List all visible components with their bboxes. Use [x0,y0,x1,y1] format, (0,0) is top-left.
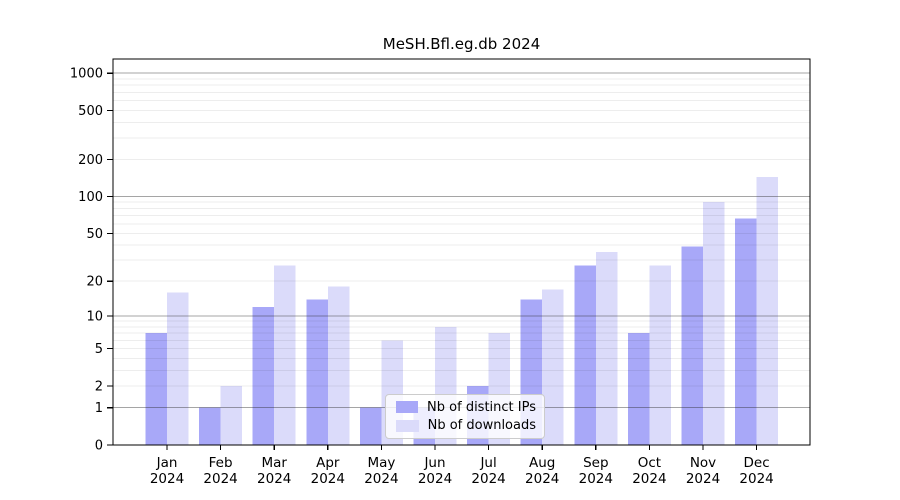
bar-downloads-oct [649,265,671,445]
bar-downloads-nov [703,202,725,445]
y-tick-label-10: 10 [86,309,103,324]
legend-swatch-distinct-ips [396,401,419,414]
chart-title: MeSH.Bfl.eg.db 2024 [382,35,541,53]
y-tick-label-1: 1 [95,401,103,416]
bar-distinct-ips-apr [306,299,328,445]
y-tick-label-5: 5 [95,342,103,357]
x-tick-label-month-feb: Feb [209,455,233,471]
legend: Nb of distinct IPs Nb of downloads [385,394,545,439]
y-tick-label-500: 500 [78,104,103,119]
legend-item-distinct-ips: Nb of distinct IPs [394,400,536,415]
bar-downloads-feb [220,385,243,445]
bar-downloads-dec [756,176,779,445]
y-tick-label-20: 20 [86,275,103,290]
bar-downloads-mar [274,265,296,445]
bar-downloads-sep [595,252,618,445]
bar-distinct-ips-jan [145,333,167,445]
bar-distinct-ips-feb [199,407,221,445]
x-tick-label-year-jul: 2024 [471,471,505,487]
x-tick-label-year-feb: 2024 [203,471,237,487]
x-tick-label-month-jun: Jun [423,455,445,471]
legend-label-distinct-ips: Nb of distinct IPs [427,399,536,415]
bar-distinct-ips-mar [252,306,275,445]
x-tick-label-month-jul: Jul [479,455,496,471]
y-tick-label-200: 200 [78,153,103,168]
bar-distinct-ips-nov [681,246,703,445]
x-tick-label-year-nov: 2024 [686,471,720,487]
x-tick-label-year-sep: 2024 [579,471,613,487]
y-tick-label-0: 0 [95,439,103,454]
bar-downloads-aug [542,289,564,445]
x-tick-label-month-apr: Apr [316,455,340,471]
y-tick-label-50: 50 [86,227,103,242]
legend-swatch-downloads [396,419,419,432]
bar-distinct-ips-sep [574,265,596,445]
bar-distinct-ips-dec [735,218,757,445]
x-tick-label-month-jan: Jan [156,455,178,471]
x-tick-label-year-dec: 2024 [739,471,773,487]
x-tick-label-year-may: 2024 [364,471,398,487]
x-tick-label-year-jan: 2024 [150,471,184,487]
x-tick-label-month-mar: Mar [261,455,287,471]
x-tick-label-year-oct: 2024 [632,471,666,487]
y-tick-label-1000: 1000 [70,67,103,82]
y-tick-label-2: 2 [95,379,103,394]
x-tick-label-year-aug: 2024 [525,471,559,487]
x-tick-label-month-sep: Sep [583,455,608,471]
x-tick-label-month-nov: Nov [690,455,716,471]
legend-item-downloads: Nb of downloads [394,418,536,433]
y-tick-label-100: 100 [78,190,103,205]
bar-distinct-ips-oct [627,333,650,445]
x-tick-label-year-mar: 2024 [257,471,291,487]
x-tick-label-month-aug: Aug [529,455,555,471]
legend-label-downloads: Nb of downloads [427,418,536,434]
x-tick-label-month-dec: Dec [744,455,770,471]
x-tick-label-year-apr: 2024 [311,471,345,487]
bar-downloads-apr [327,286,350,445]
x-tick-label-month-oct: Oct [638,455,661,471]
plot-frame [112,58,811,446]
x-tick-label-year-jun: 2024 [418,471,452,487]
x-tick-label-month-may: May [367,455,395,471]
bar-downloads-jan [167,292,189,445]
bar-distinct-ips-may [359,407,382,445]
